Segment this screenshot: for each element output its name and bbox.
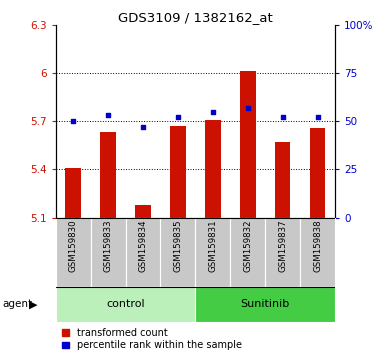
Bar [56,287,195,322]
Text: GSM159834: GSM159834 [139,220,147,273]
Bar [300,218,335,287]
Bar [275,142,290,218]
Title: GDS3109 / 1382162_at: GDS3109 / 1382162_at [118,11,273,24]
Bar [100,132,116,218]
Text: GSM159831: GSM159831 [208,220,218,273]
Text: control: control [106,299,145,309]
Text: agent: agent [2,299,32,309]
Bar [205,120,221,218]
Point [210,109,216,114]
Text: GSM159833: GSM159833 [104,220,113,273]
Text: GSM159832: GSM159832 [243,220,252,273]
Bar [195,287,335,322]
Text: GSM159837: GSM159837 [278,220,287,273]
Bar [230,218,265,287]
Point [70,118,76,124]
Bar [240,72,256,218]
Bar [135,205,151,218]
Bar [265,218,300,287]
Bar [91,218,126,287]
Text: GSM159838: GSM159838 [313,220,322,273]
Point [140,124,146,130]
Point [175,115,181,120]
Text: GSM159830: GSM159830 [69,220,78,273]
Text: GSM159835: GSM159835 [173,220,182,273]
Text: ▶: ▶ [29,299,37,309]
Point [315,115,321,120]
Point [105,113,111,118]
Bar [56,218,91,287]
Text: Sunitinib: Sunitinib [241,299,290,309]
Bar [170,126,186,218]
Legend: transformed count, percentile rank within the sample: transformed count, percentile rank withi… [61,327,243,352]
Bar [195,218,230,287]
Bar [65,168,81,218]
Bar [161,218,195,287]
Bar [126,218,161,287]
Point [280,115,286,120]
Bar [310,128,325,218]
Point [244,105,251,110]
